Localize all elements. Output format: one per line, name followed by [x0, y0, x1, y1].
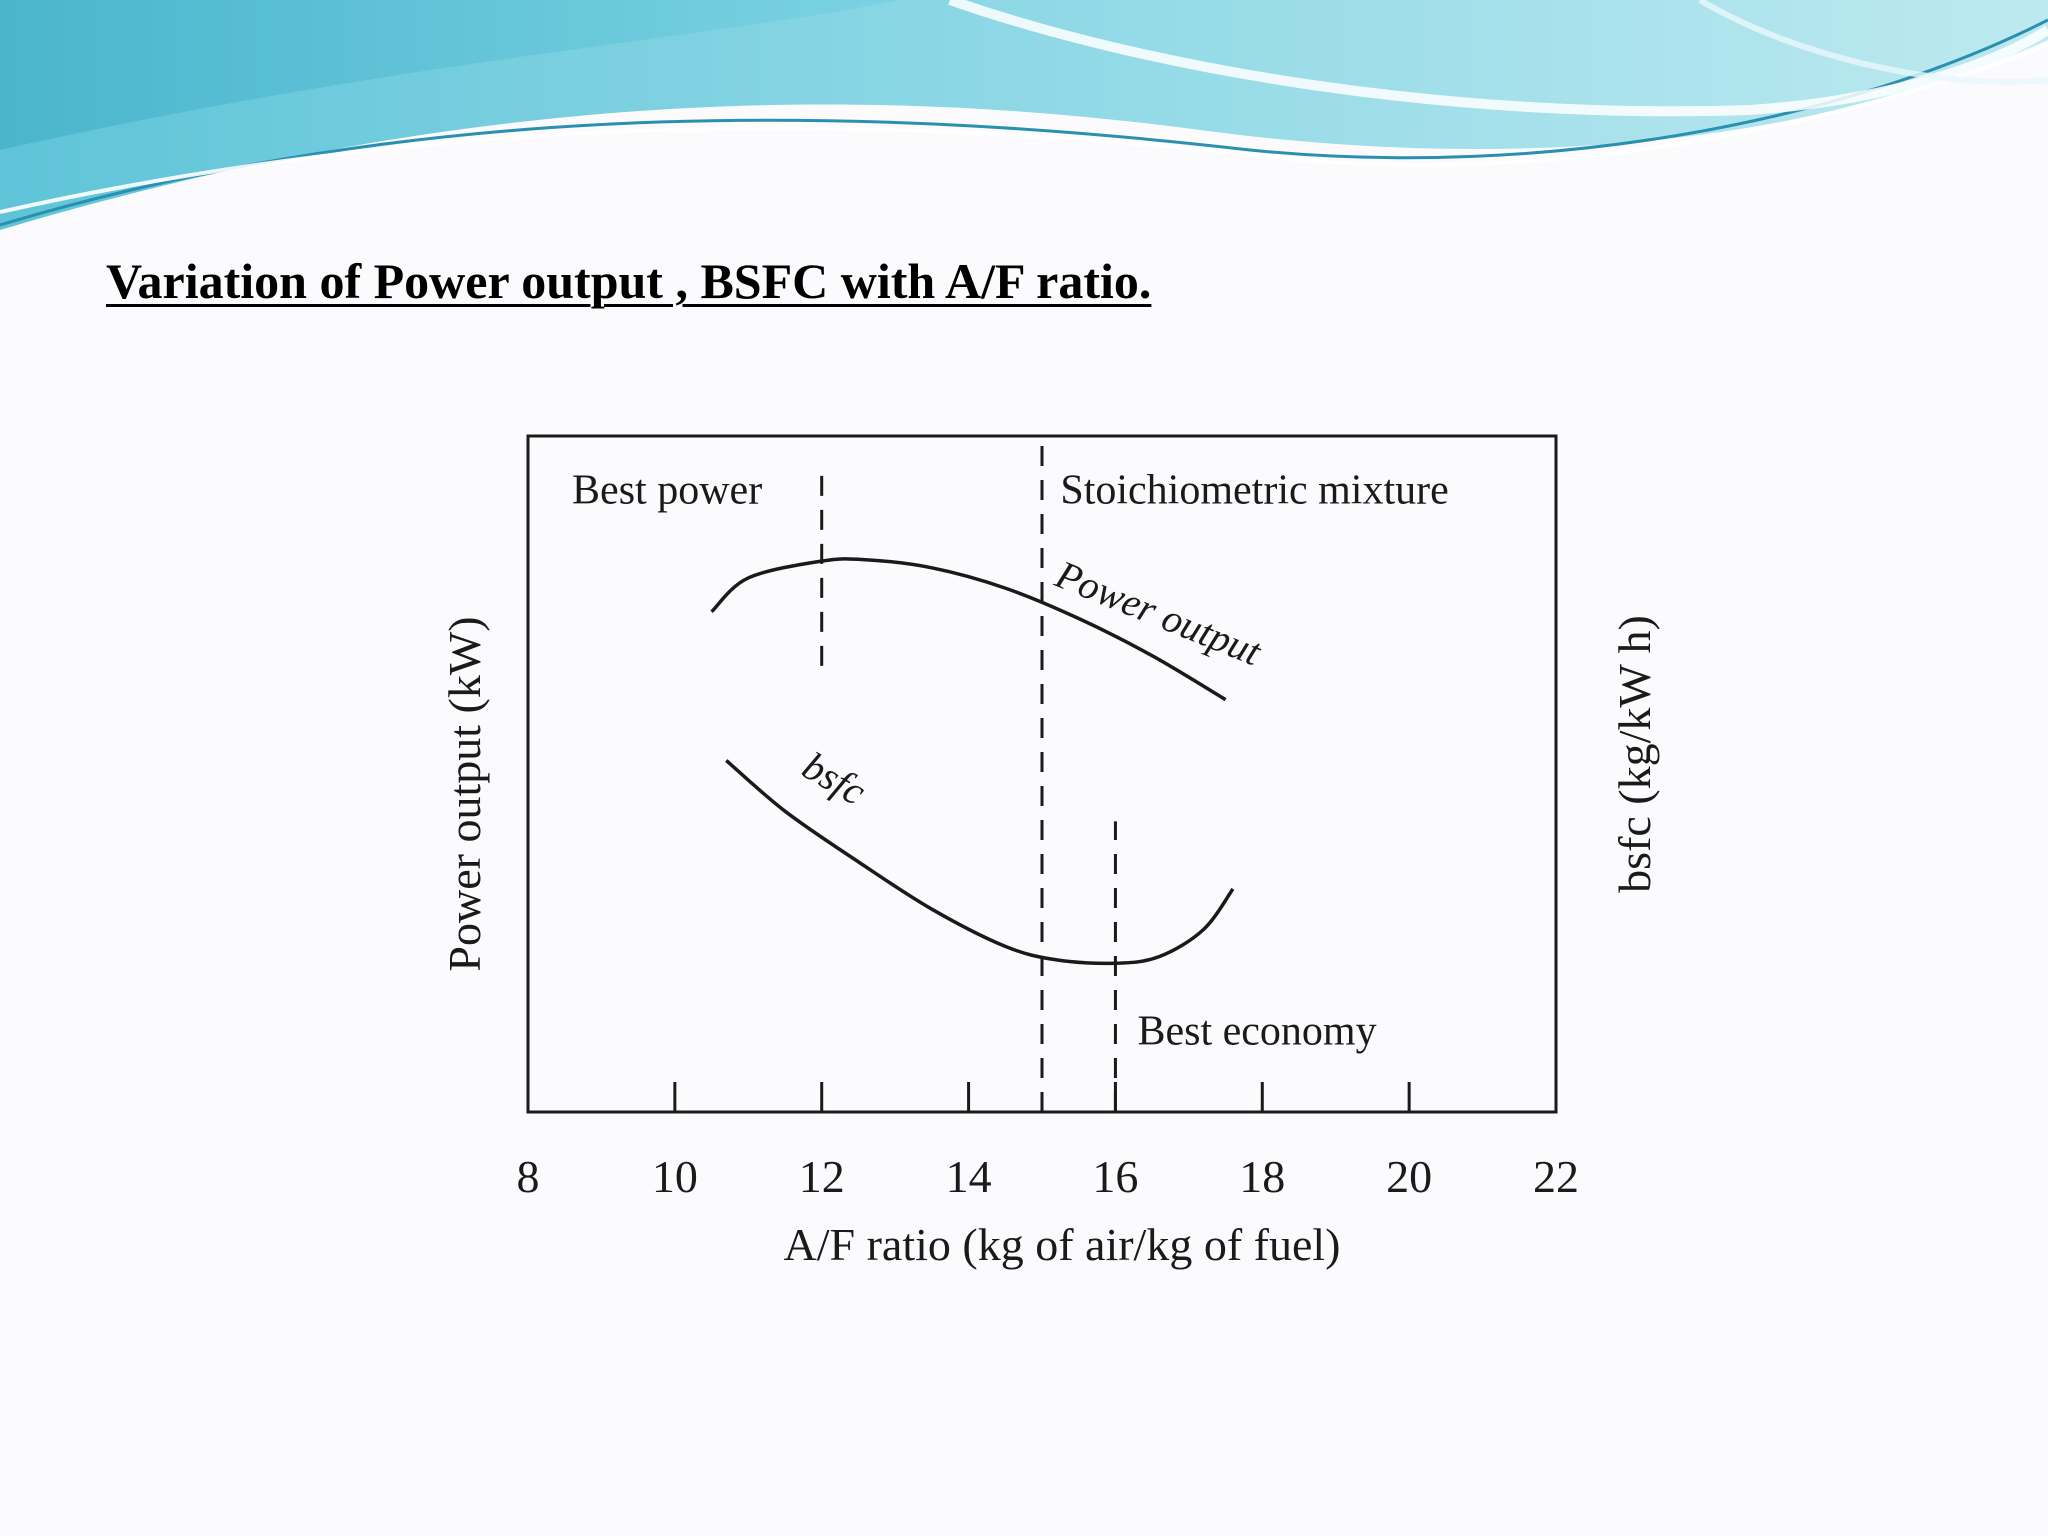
x-tick-label-12: 12 — [799, 1151, 845, 1202]
stoichiometric-label: Stoichiometric mixture — [1060, 468, 1448, 514]
x-tick-label-14: 14 — [946, 1151, 992, 1202]
x-tick-label-18: 18 — [1239, 1151, 1285, 1202]
best-economy-label: Best economy — [1137, 1008, 1376, 1054]
power-output-curve — [710, 557, 1227, 702]
y-axis-label-left: Power output (kW) — [439, 616, 490, 971]
bsfc-curve — [725, 759, 1235, 966]
x-tick-label-22: 22 — [1533, 1151, 1579, 1202]
power-output-curve-label: Power output — [1049, 551, 1268, 675]
x-tick-label-8: 8 — [517, 1151, 540, 1202]
header-wave-banner — [0, 0, 2048, 230]
x-axis-label: A/F ratio (kg of air/kg of fuel) — [784, 1219, 1341, 1270]
x-tick-label-20: 20 — [1386, 1151, 1432, 1202]
x-tick-label-16: 16 — [1092, 1151, 1138, 1202]
bsfc-curve-label: bsfc — [795, 743, 874, 814]
plot-frame — [526, 434, 1558, 1114]
y-axis-label-right: bsfc (kg/kW h) — [1609, 615, 1660, 893]
x-tick-label-10: 10 — [652, 1151, 698, 1202]
slide-title: Variation of Power output , BSFC with A/… — [106, 253, 1152, 309]
best-power-label: Best power — [572, 468, 762, 514]
